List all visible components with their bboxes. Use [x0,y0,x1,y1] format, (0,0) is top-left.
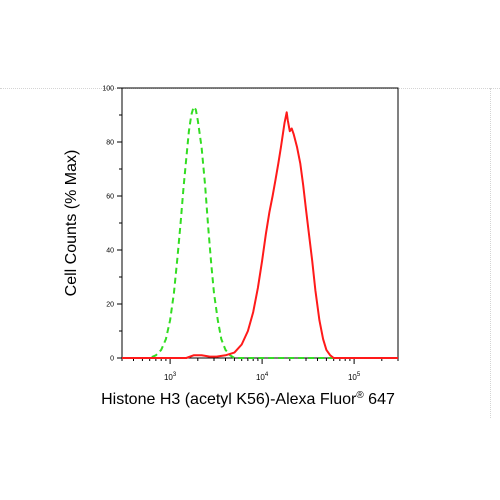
y-tick-label: 80 [106,140,114,147]
y-tick-label: 40 [106,248,114,255]
x-tick-label: 103 [164,372,177,382]
page-right-dotted-line [490,88,491,418]
y-tick-label: 20 [106,302,114,309]
x-tick-base: 10 [164,373,173,382]
x-axis-title-suffix: 647 [364,391,395,408]
y-tick-label: 100 [102,86,114,93]
x-axis-ticks: 103 104 105 [121,358,399,382]
x-axis-title: Histone H3 (acetyl K56)-Alexa Fluor® 647 [101,390,395,408]
control-histogram-line [122,105,398,359]
x-axis-title-registered-mark: ® [356,390,364,401]
y-tick-label: 0 [110,356,114,363]
x-tick-label: 105 [348,372,361,382]
y-axis-title: Cell Counts (% Max) [63,150,80,297]
x-tick-base: 10 [256,373,265,382]
x-tick-exponent: 5 [357,372,361,378]
x-tick-exponent: 3 [173,372,177,378]
x-axis-title-main: Histone H3 (acetyl K56)-Alexa Fluor [101,391,357,408]
sample-histogram-line [122,111,398,359]
x-tick-label: 104 [256,372,269,382]
series-layer [122,105,398,359]
x-tick-base: 10 [348,373,357,382]
x-tick-exponent: 4 [265,372,269,378]
y-axis-ticks: 0 20 40 60 80 100 [102,86,122,363]
plot-frame [121,87,399,359]
y-tick-label: 60 [106,194,114,201]
